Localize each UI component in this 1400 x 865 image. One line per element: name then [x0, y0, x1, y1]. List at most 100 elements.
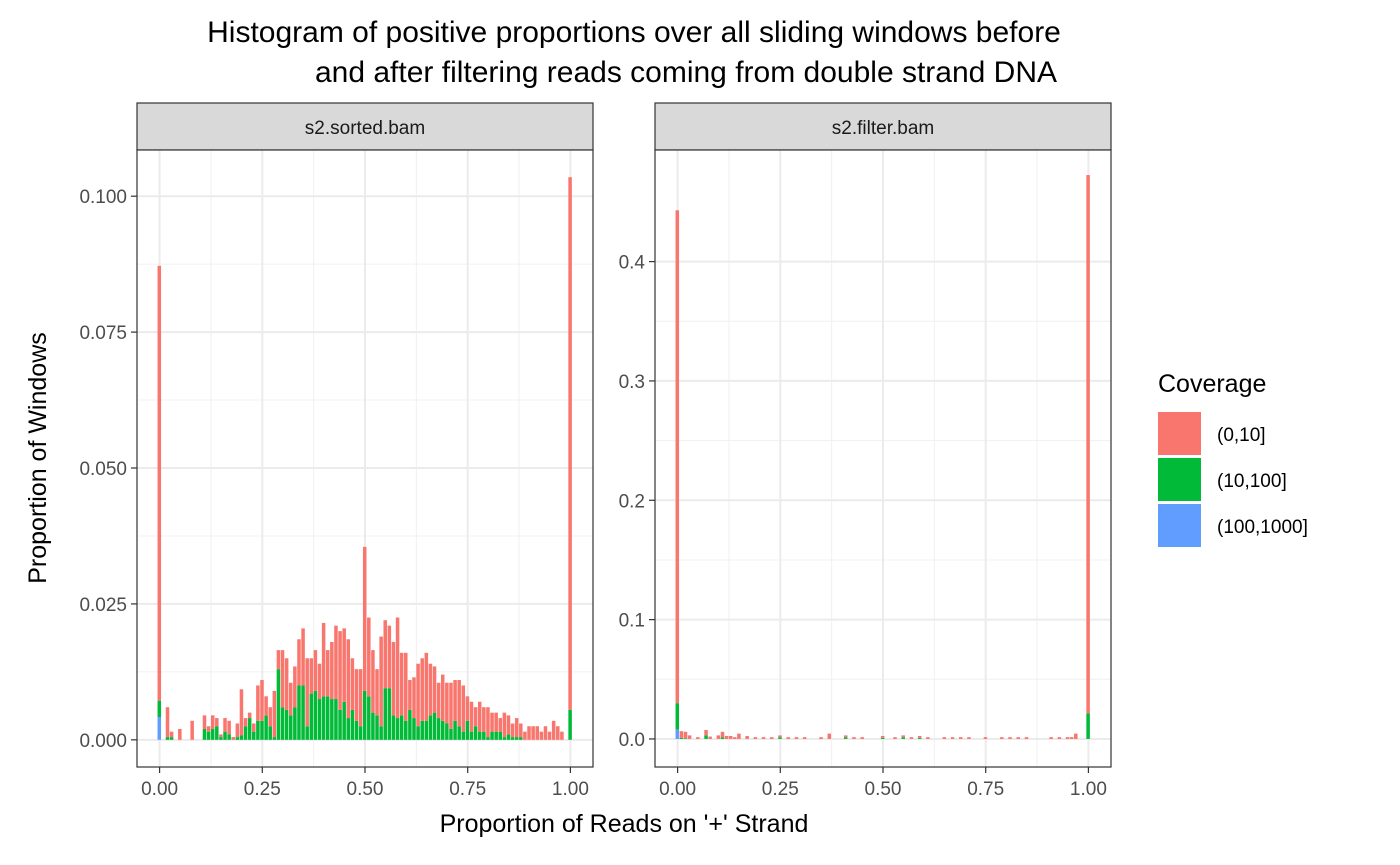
bar-segment: [358, 726, 363, 740]
bar-segment: [679, 737, 684, 739]
bar-segment: [383, 688, 387, 740]
bar-segment: [753, 737, 758, 739]
bar-segment: [338, 631, 342, 710]
bar-segment: [157, 265, 162, 701]
bar-segment: [519, 737, 523, 740]
bar-segment: [424, 720, 429, 740]
bar-segment: [1065, 737, 1070, 739]
bar-segment: [469, 731, 474, 740]
bar-segment: [683, 738, 688, 739]
bar-segment: [202, 715, 207, 729]
bar-segment: [441, 674, 445, 721]
bar-segment: [551, 720, 556, 740]
bar-segment: [498, 731, 503, 740]
bar-segment: [190, 720, 194, 740]
bar-segment: [436, 682, 441, 719]
bar-segment: [301, 628, 305, 686]
bar-segment: [1086, 713, 1090, 739]
y-tick-label: 0.050: [79, 459, 127, 480]
bar-segment: [547, 731, 552, 740]
bar-segment: [247, 718, 252, 740]
bar-segment: [465, 720, 470, 740]
x-tick-label: 0.50: [347, 779, 384, 800]
bar-segment: [165, 707, 170, 738]
bar-segment: [223, 718, 227, 732]
bar-segment: [473, 707, 478, 727]
bars: [675, 175, 1090, 739]
bar-segment: [449, 682, 453, 729]
bar-segment: [264, 715, 268, 740]
bar-segment: [556, 726, 560, 740]
bar-segment: [243, 726, 248, 740]
bar-segment: [461, 685, 466, 732]
bar-segment: [338, 709, 342, 740]
bar-segment: [309, 658, 314, 694]
bar-segment: [696, 737, 700, 739]
bar-segment: [683, 731, 688, 739]
bar-segment: [482, 731, 486, 740]
chart-title-line-1: Histogram of positive proportions over a…: [207, 16, 1061, 49]
bar-segment: [157, 716, 162, 740]
bar-segment: [461, 731, 466, 740]
bar-segment: [917, 735, 922, 738]
x-tick-label: 0.75: [449, 779, 486, 800]
y-tick-label: 0.4: [619, 253, 646, 274]
bar-segment: [704, 735, 708, 739]
y-axis-title: Proportion of Windows: [24, 332, 52, 584]
bars: [157, 177, 572, 740]
bar-segment: [227, 720, 231, 735]
bar-segment: [675, 703, 680, 730]
bar-segment: [514, 737, 519, 740]
bar-segment: [260, 680, 264, 721]
bar-segment: [280, 707, 285, 740]
bar-segment: [157, 700, 162, 717]
bar-segment: [399, 652, 404, 716]
bar-segment: [219, 734, 223, 738]
bar-segment: [260, 720, 264, 740]
y-tick-label: 0.1: [619, 611, 645, 632]
bar-segment: [1086, 175, 1090, 714]
bar-segment: [301, 685, 305, 740]
bar-segment: [235, 737, 240, 740]
bar-segment: [675, 729, 680, 739]
bar-segment: [375, 715, 379, 740]
bar-segment: [1016, 737, 1021, 739]
bar-segment: [724, 735, 729, 739]
x-tick-label: 1.00: [552, 779, 589, 800]
bar-segment: [675, 210, 680, 704]
y-tick-label: 0.000: [79, 731, 127, 752]
bar-segment: [860, 737, 864, 739]
bar-segment: [733, 737, 737, 739]
bar-segment: [395, 617, 400, 719]
bar-segment: [231, 737, 235, 740]
bar-segment: [506, 734, 511, 740]
bar-segment: [210, 728, 215, 740]
bar-segment: [778, 735, 782, 738]
bar-segment: [342, 628, 346, 702]
bar-segment: [502, 712, 507, 738]
bar-segment: [297, 685, 301, 740]
y-tick-label: 0.025: [79, 595, 127, 616]
y-tick-label: 0.100: [79, 187, 127, 208]
bar-segment: [256, 685, 260, 721]
bar-segment: [330, 641, 334, 700]
bar-segment: [494, 712, 498, 732]
y-tick-label: 0.075: [79, 323, 127, 344]
bar-segment: [926, 737, 930, 739]
bar-segment: [917, 737, 922, 739]
bar-segment: [510, 723, 515, 738]
bar-segment: [289, 682, 293, 716]
panel-2: s2.filter.bam 0.00 0.25 0.50 0.75 1.00 0.0 0.1 0…: [619, 102, 1112, 800]
bar-segment: [412, 677, 416, 719]
bar-segment: [317, 663, 322, 700]
bar-segment: [252, 723, 256, 732]
bar-segment: [432, 712, 437, 740]
bar-segment: [457, 680, 461, 727]
bar-segment: [219, 737, 223, 740]
bar-segment: [239, 689, 244, 736]
bar-segment: [473, 726, 478, 740]
bar-segment: [223, 731, 227, 740]
bar-segment: [770, 737, 774, 739]
bar-segment: [235, 723, 240, 738]
